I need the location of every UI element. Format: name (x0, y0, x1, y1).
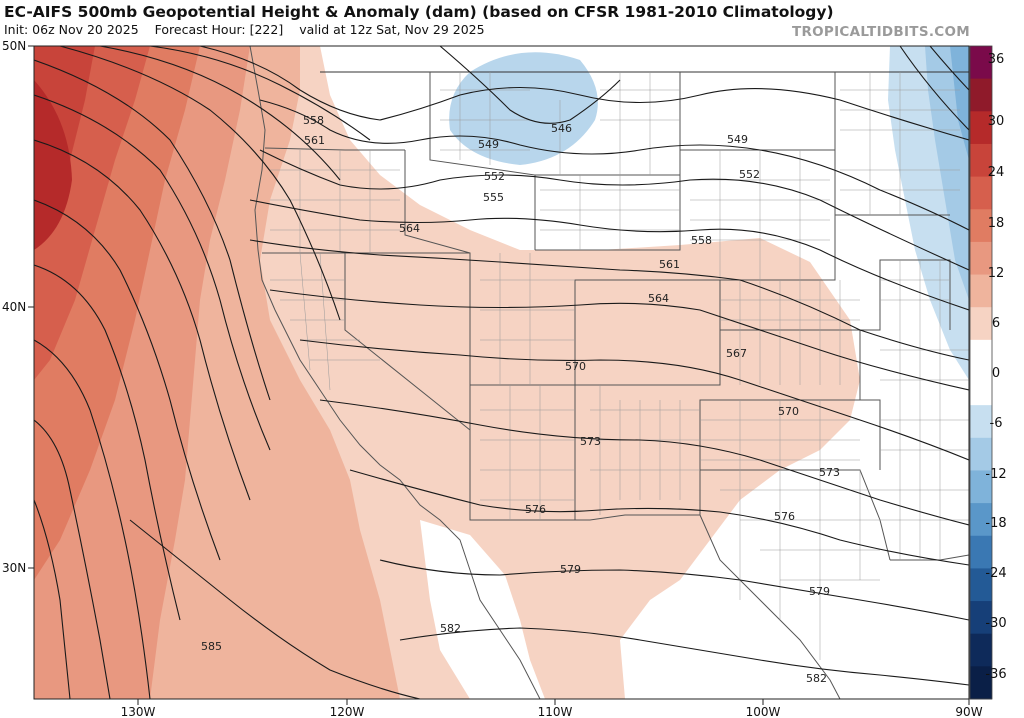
contour-label: 561 (304, 134, 325, 147)
colorbar-swatch (970, 339, 992, 373)
latitude-axis: 50N 40N 30N (2, 39, 34, 575)
colorbar-swatch (970, 274, 992, 308)
init-time: Init: 06z Nov 20 2025 (4, 22, 139, 37)
contour-label: 549 (478, 138, 499, 151)
map-frame (33, 45, 970, 700)
colorbar-label: -6 (990, 416, 1003, 431)
map-title: EC-AIFS 500mb Geopotential Height & Anom… (4, 3, 834, 21)
contour-label: 570 (565, 360, 586, 373)
colorbar-label: 36 (988, 52, 1005, 67)
colorbar-swatch (970, 209, 992, 243)
contour-label: 549 (727, 133, 748, 146)
colorbar-swatch (970, 568, 992, 602)
contour-label: 582 (806, 672, 827, 685)
height-contours (34, 46, 969, 699)
colorbar-swatch (970, 405, 992, 439)
colorbar-label: 24 (988, 165, 1005, 180)
colorbar-label: 18 (988, 216, 1005, 231)
valid-time: valid at 12z Sat, Nov 29 2025 (299, 22, 485, 37)
lon-label: 90W (955, 705, 982, 718)
colorbar-label: 30 (988, 114, 1005, 129)
contour-label: 552 (739, 168, 760, 181)
colorbar-label: 6 (992, 316, 1000, 331)
contour-label: 582 (440, 622, 461, 635)
colorbar-swatch (970, 307, 992, 341)
lat-label: 30N (2, 561, 26, 575)
colorbar-labels: 36 30 24 18 12 6 0 -6 -12 -18 -24 -30 -3… (985, 52, 1006, 682)
contour-label: 558 (303, 114, 324, 127)
colorbar (969, 45, 993, 700)
anomaly-fill (34, 46, 969, 699)
colorbar-swatch (970, 143, 992, 178)
colorbar-label: 12 (988, 266, 1005, 281)
colorbar-label: -18 (985, 516, 1006, 531)
contour-label: 546 (551, 122, 572, 135)
contour-label: 552 (484, 170, 505, 183)
contour-label: 561 (659, 258, 680, 271)
lon-label: 130W (121, 705, 156, 718)
colorbar-swatch (970, 503, 992, 537)
contour-label: 585 (201, 640, 222, 653)
contour-label: 555 (483, 191, 504, 204)
contour-label: 558 (691, 234, 712, 247)
colorbar-swatch (970, 372, 992, 406)
colorbar-label: -12 (985, 467, 1006, 482)
contour-label: 573 (819, 466, 840, 479)
lon-label: 100W (746, 705, 781, 718)
colorbar-label: -30 (985, 616, 1006, 631)
colorbar-swatch (970, 78, 992, 112)
lat-label: 50N (2, 39, 26, 53)
contour-label: 573 (580, 435, 601, 448)
geography-lines (249, 46, 969, 699)
contour-label: 579 (809, 585, 830, 598)
contour-label: 579 (560, 563, 581, 576)
contour-label: 570 (778, 405, 799, 418)
colorbar-swatch (970, 470, 992, 504)
longitude-axis: 130W 120W 110W 100W 90W (121, 699, 983, 718)
contour-label: 576 (525, 503, 546, 516)
contour-label: 567 (726, 347, 747, 360)
colorbar-swatch (970, 437, 992, 471)
contour-labels: 546 549 549 552 552 555 558 558 561 561 … (201, 114, 840, 685)
run-info: Init: 06z Nov 20 2025 Forecast Hour: [22… (4, 22, 834, 38)
colorbar-swatch (970, 111, 992, 145)
site-credit: TROPICALTIDBITS.COM (791, 24, 970, 40)
colorbar-swatch (970, 601, 992, 635)
colorbar-frame (969, 45, 993, 700)
contour-label: 564 (399, 222, 420, 235)
contour-label: 564 (648, 292, 669, 305)
lat-label: 40N (2, 300, 26, 314)
colorbar-swatch (970, 46, 992, 80)
colorbar-swatch (970, 535, 992, 569)
colorbar-swatch (970, 241, 992, 276)
contour-label: 576 (774, 510, 795, 523)
colorbar-swatch (970, 176, 992, 210)
colorbar-swatch (970, 633, 992, 667)
lon-label: 110W (538, 705, 573, 718)
colorbar-label: -24 (985, 566, 1006, 581)
colorbar-swatch (970, 666, 992, 700)
colorbar-label: -36 (985, 667, 1006, 682)
header: EC-AIFS 500mb Geopotential Height & Anom… (4, 2, 834, 38)
forecast-hour: Forecast Hour: [222] (154, 22, 284, 37)
lon-label: 120W (330, 705, 365, 718)
colorbar-label: 0 (992, 366, 1000, 381)
